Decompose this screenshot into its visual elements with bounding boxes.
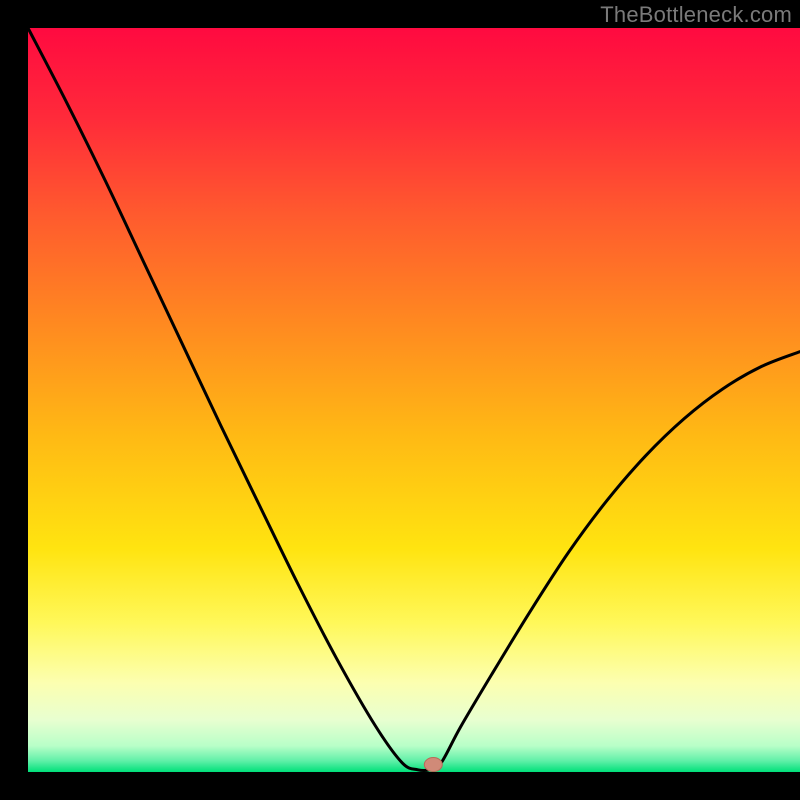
- plot-background-gradient: [28, 28, 800, 772]
- bottleneck-chart: [0, 0, 800, 800]
- chart-container: TheBottleneck.com: [0, 0, 800, 800]
- optimum-marker: [424, 758, 442, 772]
- watermark-text: TheBottleneck.com: [600, 2, 792, 28]
